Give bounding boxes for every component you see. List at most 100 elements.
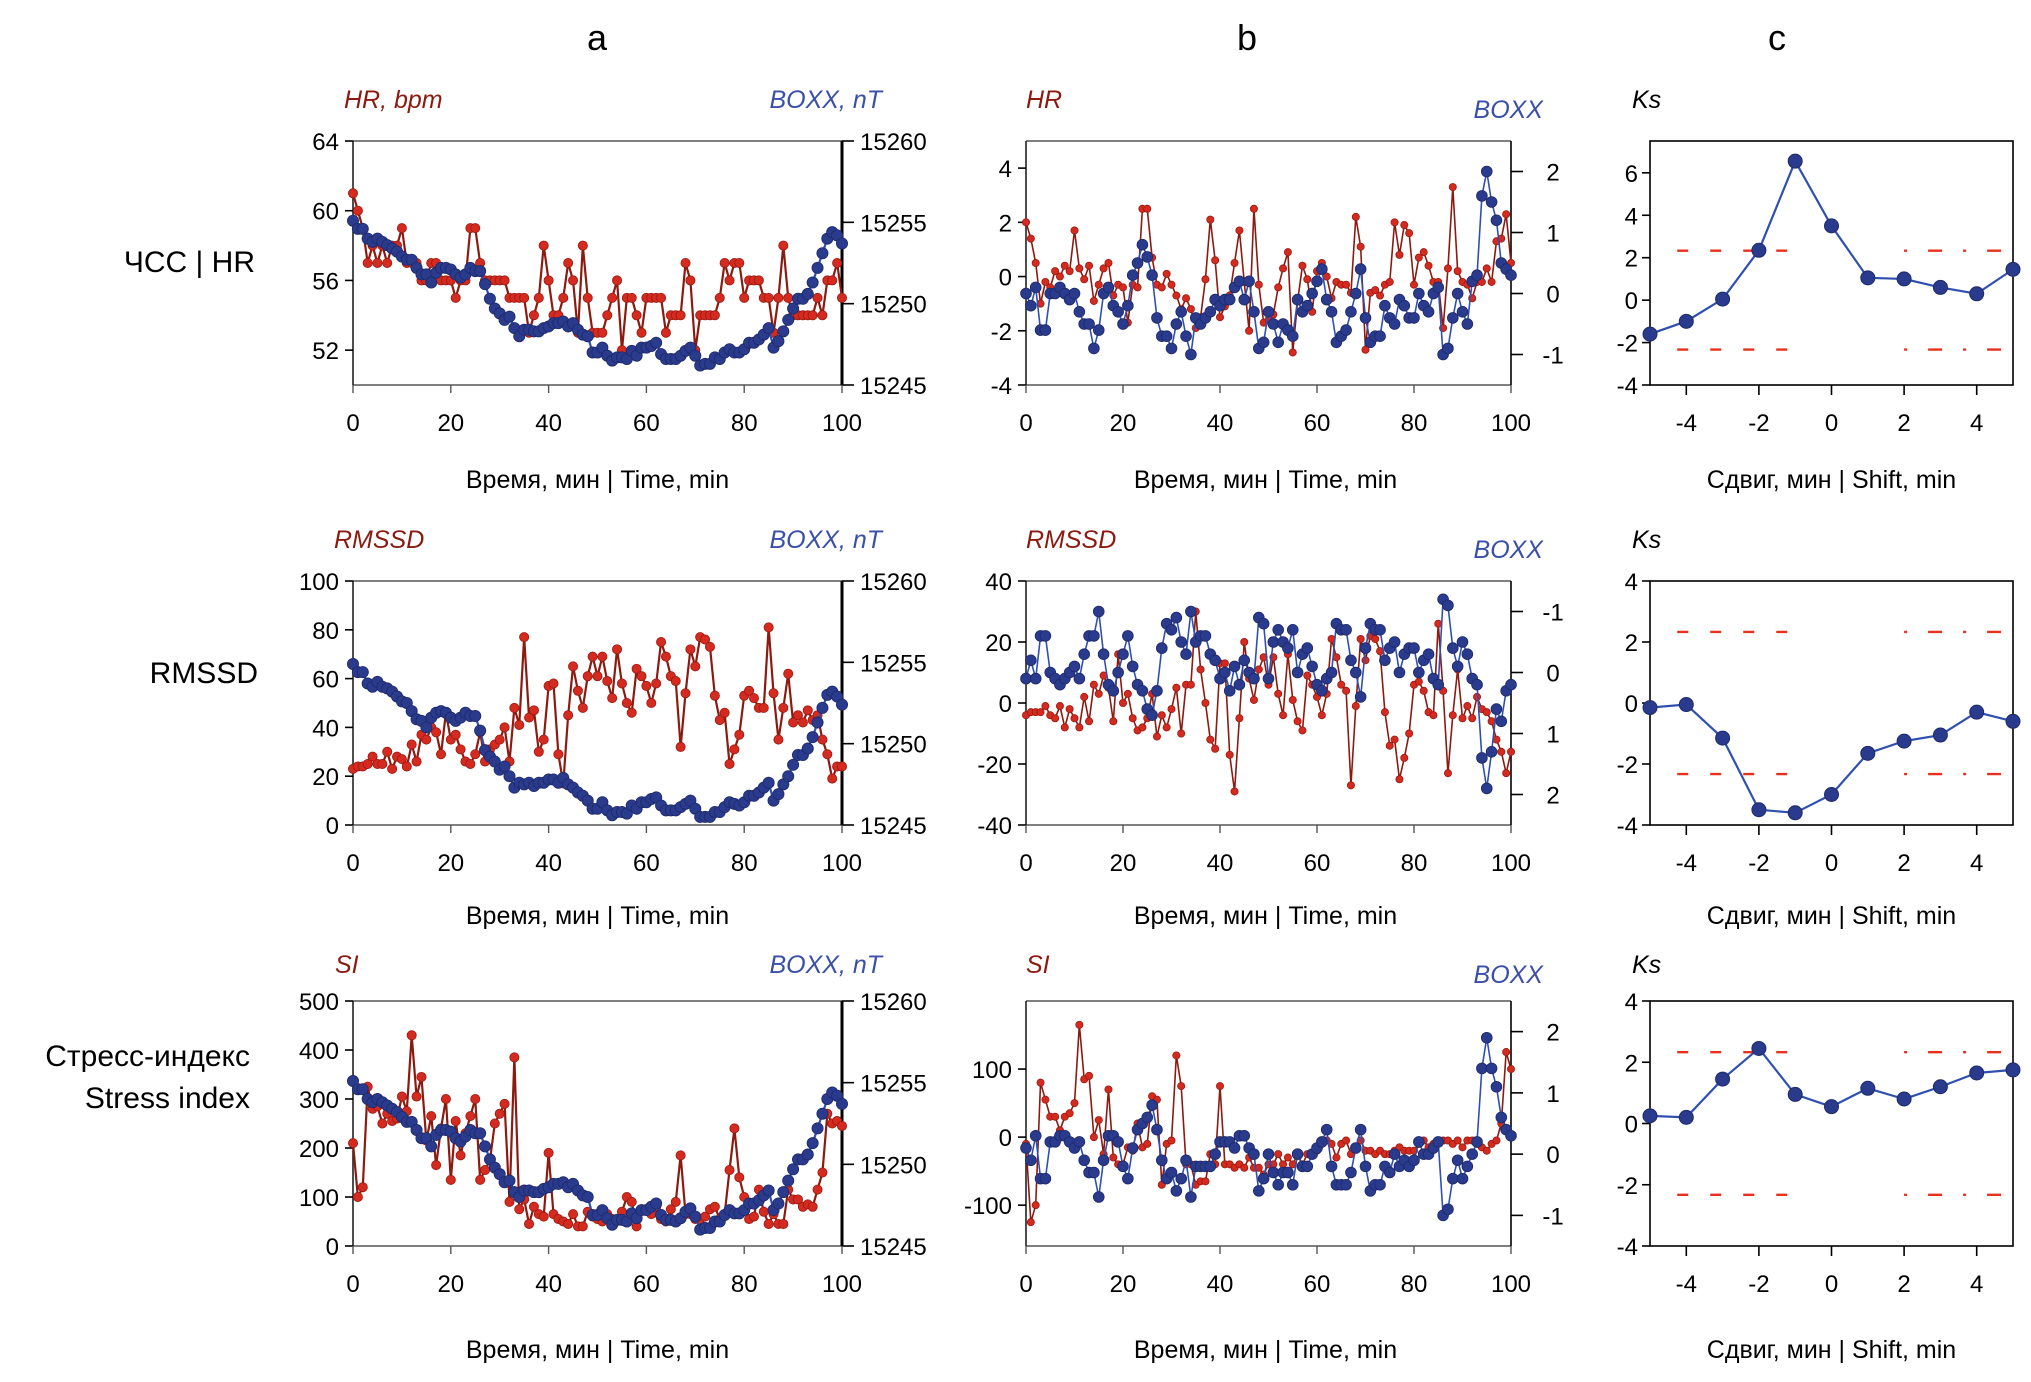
physio-data-point: [509, 702, 520, 713]
left-y-tick-label: 500: [299, 989, 339, 1016]
y-tick-label: -2: [1617, 331, 1638, 358]
physio-data-point: [440, 1094, 451, 1105]
physio-data-point: [352, 1192, 363, 1203]
physio-data-point: [763, 622, 774, 633]
boxx-data-point: [1320, 293, 1333, 306]
physio-data-point: [1279, 711, 1288, 720]
boxx-data-point: [356, 1083, 369, 1096]
boxx-data-point: [777, 1186, 790, 1199]
boxx-data-point: [1025, 299, 1037, 312]
physio-data-point: [1502, 769, 1511, 778]
boxx-data-point: [1107, 684, 1120, 697]
boxx-data-point: [503, 770, 516, 783]
physio-data-point: [450, 729, 461, 740]
physio-data-point: [1249, 695, 1258, 704]
physio-data-point: [744, 685, 755, 696]
physio-data-point: [773, 292, 784, 303]
physio-data-point: [514, 719, 525, 730]
physio-data-point: [1298, 726, 1307, 735]
physio-data-point: [734, 729, 745, 740]
x-tick-label: 60: [633, 1271, 660, 1298]
physio-data-point: [1254, 280, 1263, 289]
right-y-tick-label: 15260: [860, 569, 927, 596]
boxx-data-point: [1359, 1160, 1372, 1173]
x-tick-label: 80: [731, 850, 758, 877]
plot-frame: [1649, 140, 2014, 386]
physio-data-point: [621, 698, 632, 709]
boxx-data-point: [1078, 1154, 1090, 1167]
x-tick-label: -4: [1676, 850, 1697, 877]
right-y-tick-label: 15250: [860, 1152, 927, 1179]
x-tick-label: 4: [1970, 1271, 1983, 1298]
physio-data-point: [1172, 291, 1181, 300]
boxx-data-point: [1398, 299, 1411, 312]
left-y-tick-label: -100: [964, 1193, 1012, 1220]
ks-data-point: [1678, 313, 1694, 329]
row-label-hr: ЧСС | HR: [124, 246, 255, 279]
boxx-data-point: [1354, 1123, 1367, 1136]
boxx-data-point: [1170, 318, 1183, 330]
physio-data-point: [714, 715, 725, 726]
physio-data-point: [724, 275, 735, 286]
physio-data-point: [1162, 723, 1171, 732]
boxx-data-point: [1180, 1154, 1192, 1167]
boxx-data-point: [1025, 654, 1037, 667]
physio-data-point: [1405, 729, 1414, 738]
physio-data-point: [528, 310, 539, 321]
boxx-data-point: [1291, 293, 1304, 306]
physio-data-point: [1201, 1177, 1210, 1186]
physio-data-point: [396, 1091, 407, 1102]
x-tick-label: 2: [1897, 850, 1910, 877]
boxx-data-point: [762, 322, 775, 335]
boxx-data-point: [811, 1122, 824, 1135]
physio-data-point: [724, 759, 735, 770]
boxx-data-point: [1088, 342, 1100, 355]
boxx-data-point: [1447, 1172, 1459, 1185]
physio-data-point: [607, 693, 618, 704]
boxx-data-point: [1388, 1148, 1401, 1160]
physio-data-point: [1051, 714, 1060, 723]
x-tick-label: 40: [535, 850, 562, 877]
physio-data-point: [612, 275, 623, 286]
physio-data-point: [1380, 708, 1389, 717]
physio-data-point: [675, 310, 686, 321]
boxx-data-point: [1311, 275, 1323, 288]
panel-c-row-3: -4 -2 0 2 4 -4 -2 0 2 4 Ks Сдвиг, мин | Shift, min: [1617, 951, 2021, 1364]
boxx-data-point: [1257, 336, 1270, 349]
boxx-data-point: [1238, 1129, 1251, 1142]
boxx-data-point: [1185, 1191, 1197, 1203]
row-label-stress-ru: Стресс-индекс: [45, 1040, 250, 1073]
physio-data-point: [1065, 267, 1074, 276]
boxx-data-point: [1408, 642, 1420, 654]
boxx-data-point: [1248, 672, 1260, 685]
panel-c-row-1: -4 -2 0 2 4 6 -4 -2 0 2 4 Ks Сдвиг, мин | Shift, min: [1617, 86, 2021, 494]
physio-data-point: [670, 676, 681, 687]
boxx-data-point: [1388, 318, 1401, 330]
physio-data-point: [817, 310, 828, 321]
physio-data-point: [470, 749, 481, 760]
physio-data-point: [748, 1211, 759, 1222]
ks-data-point: [1860, 270, 1876, 286]
physio-data-point: [792, 1194, 803, 1205]
x-tick-label: 20: [1110, 410, 1137, 437]
physio-data-point: [362, 759, 373, 770]
physio-data-point: [656, 637, 667, 648]
left-y-tick-label: -20: [977, 752, 1012, 779]
physio-data-point: [504, 1196, 515, 1207]
boxx-data-point: [1209, 654, 1221, 667]
ks-data-point: [1824, 1099, 1839, 1115]
physio-data-point: [1351, 702, 1360, 711]
boxx-data-point: [1039, 1172, 1052, 1185]
physio-data-point: [421, 734, 432, 745]
physio-data-point: [592, 671, 603, 682]
boxx-data-point: [1141, 1111, 1154, 1124]
boxx-data-point: [1165, 1166, 1178, 1179]
boxx-data-point: [1301, 642, 1314, 654]
physio-data-point: [396, 223, 407, 234]
physio-data-point: [372, 257, 383, 268]
boxx-data-point: [806, 276, 819, 289]
physio-data-point: [783, 668, 794, 679]
panel-c-row-2: -4 -2 0 2 4 -4 -2 0 2 4 Ks Сдвиг, мин | Shift, min: [1617, 526, 2021, 930]
x-tick-label: 20: [437, 1271, 464, 1298]
x-tick-label: 20: [1110, 1271, 1137, 1298]
